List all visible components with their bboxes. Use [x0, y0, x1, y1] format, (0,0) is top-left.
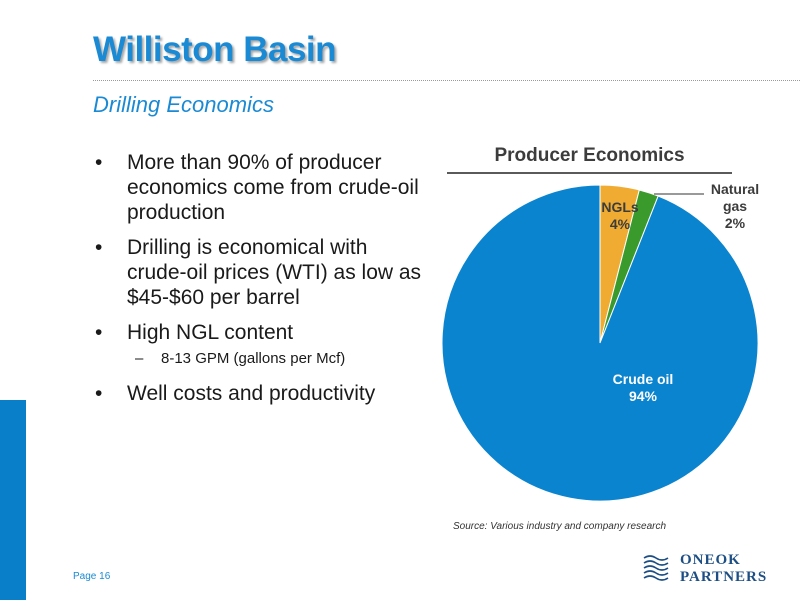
sub-bullet-text: 8-13 GPM (gallons per Mcf) [161, 350, 346, 367]
bullet-text: Well costs and productivity [127, 382, 376, 405]
bullet-item: • Drilling is economical with crude-oil … [93, 235, 423, 310]
page-number: Page 16 [73, 571, 111, 582]
pie-slice-label-line: 94% [629, 388, 658, 404]
pie-slice-label: NGLs 4% [601, 199, 639, 232]
logo-wordmark: ONEOK PARTNERS [680, 552, 767, 586]
pie-slice-label-line: gas [723, 198, 747, 214]
chart-title-underline [447, 172, 732, 174]
slide-title: Williston Basin [93, 30, 337, 69]
title-divider [93, 80, 800, 81]
oneok-partners-logo: ONEOK PARTNERS [640, 550, 790, 586]
bullet-text: Drilling is economical with crude-oil pr… [127, 236, 422, 309]
bullet-dot: • [95, 382, 103, 405]
pie-slice-label-line: 4% [610, 216, 631, 232]
bullet-text: High NGL content [127, 321, 294, 344]
bullet-dot: • [95, 236, 103, 259]
slide-subtitle: Drilling Economics [93, 92, 274, 117]
pie-slice-label-line: 2% [725, 215, 746, 231]
left-accent-bar [0, 400, 26, 600]
sub-bullet-dash: – [135, 350, 144, 367]
bullet-dot: • [95, 151, 103, 174]
oneok-wave-logo-icon [643, 555, 669, 581]
bullet-text: More than 90% of producer economics come… [127, 151, 419, 224]
pie-slice-label-line: NGLs [601, 199, 639, 215]
bullet-item: • More than 90% of producer economics co… [93, 150, 423, 225]
logo-line-1: ONEOK [680, 552, 741, 568]
bullet-dot: • [95, 321, 103, 344]
pie-slice-label-line: Natural [711, 181, 759, 197]
bullet-item: • High NGL content [93, 320, 423, 345]
bullet-item: • Well costs and productivity [93, 381, 423, 406]
pie-slice-label: Natural gas 2% [711, 181, 759, 231]
chart-title: Producer Economics [494, 145, 685, 166]
sub-bullet-item: – 8-13 GPM (gallons per Mcf) [93, 349, 423, 369]
pie-slice-label: Crude oil 94% [613, 371, 674, 404]
logo-line-2: PARTNERS [680, 569, 768, 585]
pie-slice-label-line: Crude oil [613, 371, 674, 387]
source-note: Source: Various industry and company res… [453, 521, 667, 532]
bullet-list: • More than 90% of producer economics co… [93, 150, 423, 416]
pie-slice [441, 184, 759, 502]
